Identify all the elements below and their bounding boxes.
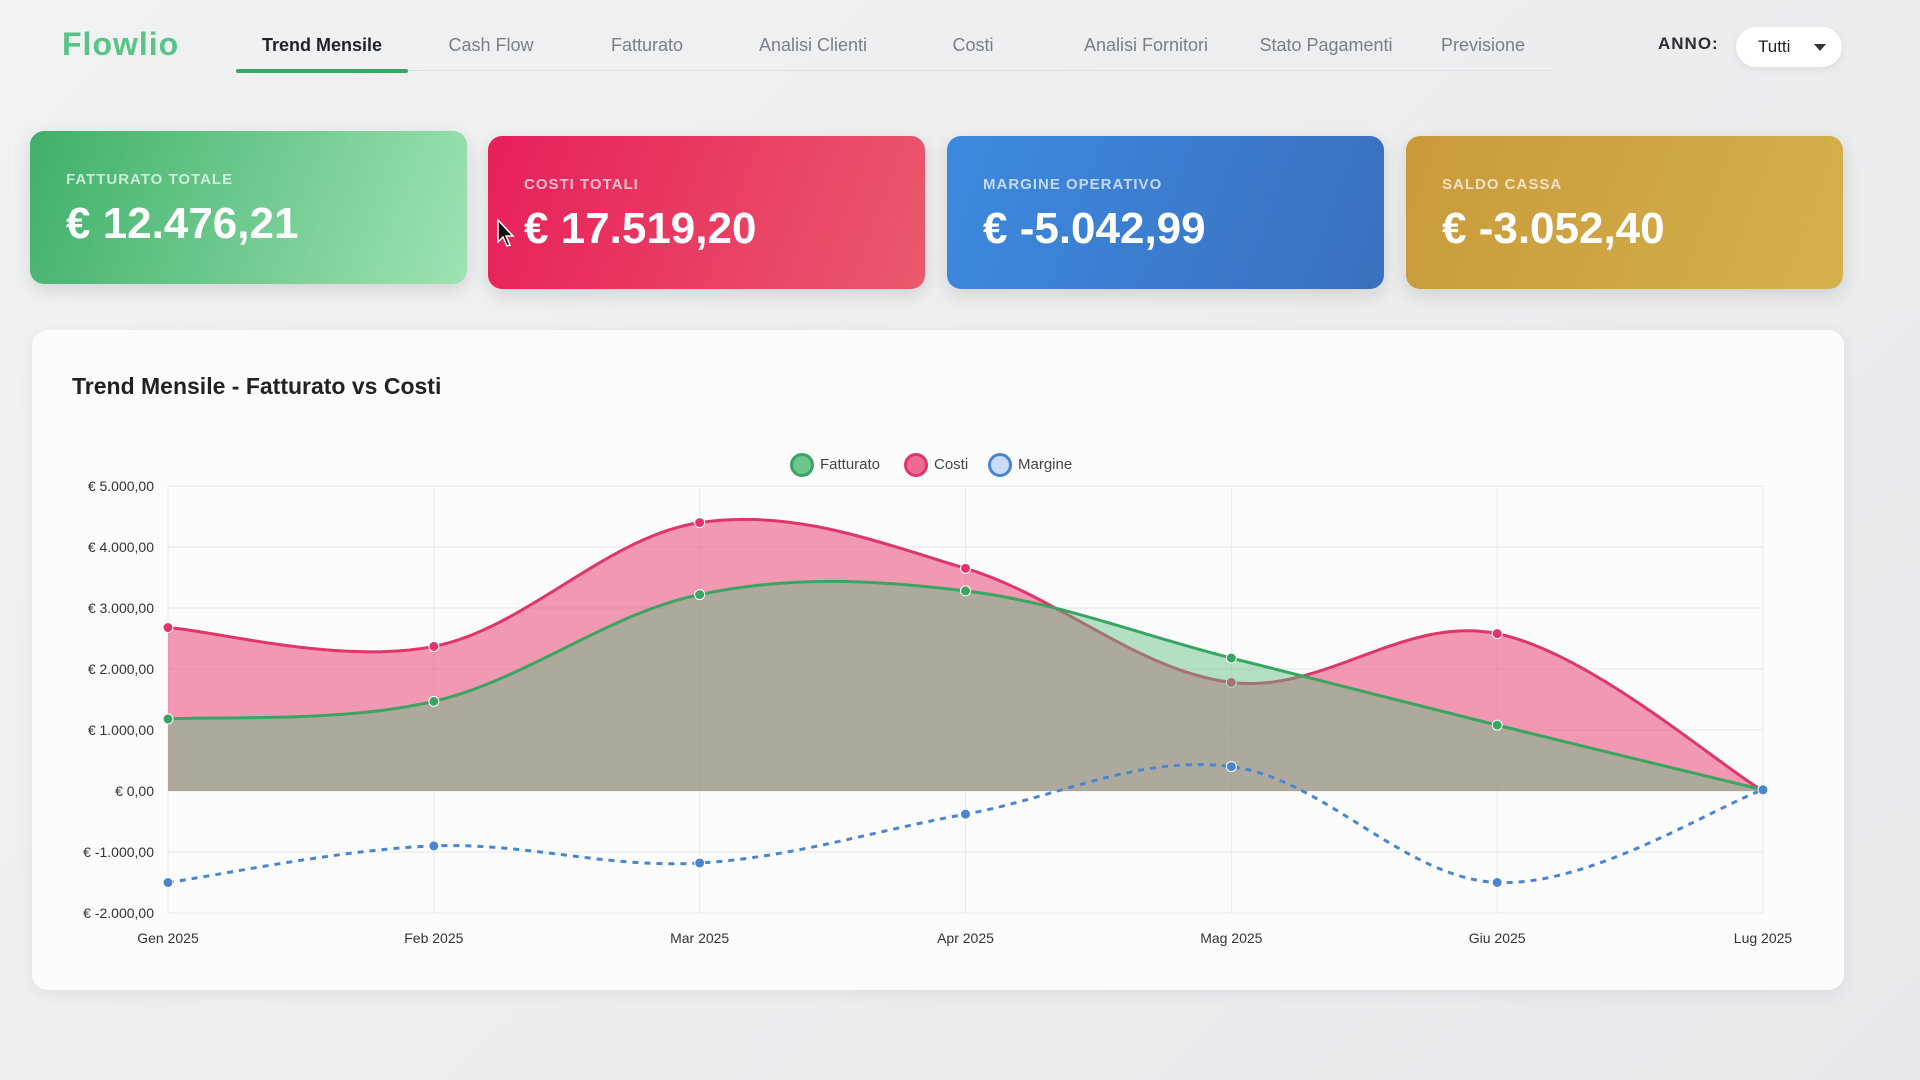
mouse-pointer-icon: [497, 218, 515, 247]
kpi-card-saldo: SALDO CASSA € -3.052,40: [1406, 136, 1843, 289]
kpi-label: SALDO CASSA: [1442, 176, 1563, 193]
legend-swatch: [904, 453, 928, 477]
kpi-label: FATTURATO TOTALE: [66, 171, 234, 188]
main-tabs: Trend Mensile Cash Flow Fatturato Analis…: [236, 28, 1552, 73]
kpi-card-fatturato: FATTURATO TOTALE € 12.476,21: [30, 131, 467, 284]
year-filter-label: ANNO:: [1658, 34, 1719, 53]
chart-panel: [32, 330, 1844, 990]
kpi-value: € -5.042,99: [983, 204, 1206, 253]
tab-stato-pagamenti[interactable]: Stato Pagamenti: [1259, 35, 1393, 55]
tab-previsione[interactable]: Previsione: [1440, 35, 1526, 55]
app-logo[interactable]: Flowlio: [62, 26, 180, 62]
legend-swatch: [988, 453, 1012, 477]
tab-trend-mensile[interactable]: Trend Mensile: [236, 28, 408, 73]
tab-costi[interactable]: Costi: [952, 35, 994, 55]
year-select-value: Tutti: [1758, 37, 1791, 56]
kpi-label: COSTI TOTALI: [524, 176, 639, 193]
tab-cash-flow[interactable]: Cash Flow: [448, 35, 534, 55]
tab-analisi-clienti[interactable]: Analisi Clienti: [758, 35, 868, 55]
legend-label: Fatturato: [820, 456, 881, 473]
kpi-card-margine: MARGINE OPERATIVO € -5.042,99: [947, 136, 1384, 289]
kpi-value: € -3.052,40: [1442, 204, 1665, 253]
chart-title: Trend Mensile - Fatturato vs Costi: [72, 373, 442, 399]
kpi-label: MARGINE OPERATIVO: [983, 176, 1163, 193]
year-select[interactable]: Tutti: [1736, 27, 1842, 67]
legend-swatch: [790, 453, 814, 477]
kpi-value: € 17.519,20: [524, 204, 757, 253]
legend-label: Margine: [1018, 456, 1073, 473]
kpi-card-costi: COSTI TOTALI € 17.519,20: [488, 136, 925, 289]
chevron-down-icon: [1814, 44, 1826, 51]
tab-fatturato[interactable]: Fatturato: [610, 35, 684, 55]
tab-analisi-fornitori[interactable]: Analisi Fornitori: [1083, 35, 1209, 55]
kpi-value: € 12.476,21: [66, 199, 299, 248]
legend-label: Costi: [934, 456, 969, 473]
